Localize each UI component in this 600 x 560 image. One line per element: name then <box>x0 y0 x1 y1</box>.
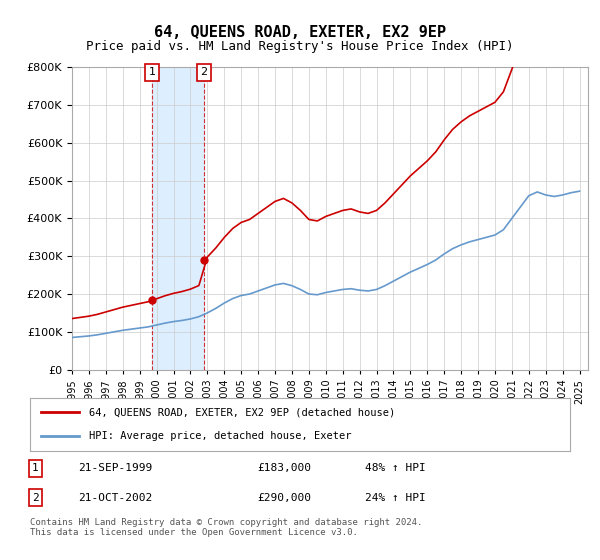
Text: 48% ↑ HPI: 48% ↑ HPI <box>365 463 425 473</box>
Text: 21-SEP-1999: 21-SEP-1999 <box>79 463 153 473</box>
Bar <box>152 67 204 370</box>
Text: 64, QUEENS ROAD, EXETER, EX2 9EP: 64, QUEENS ROAD, EXETER, EX2 9EP <box>154 25 446 40</box>
Text: £183,000: £183,000 <box>257 463 311 473</box>
Text: £290,000: £290,000 <box>257 493 311 503</box>
Text: Price paid vs. HM Land Registry's House Price Index (HPI): Price paid vs. HM Land Registry's House … <box>86 40 514 53</box>
Text: 1: 1 <box>32 463 39 473</box>
Text: Contains HM Land Registry data © Crown copyright and database right 2024.
This d: Contains HM Land Registry data © Crown c… <box>30 518 422 538</box>
Text: 2: 2 <box>32 493 39 503</box>
Text: 21-OCT-2002: 21-OCT-2002 <box>79 493 153 503</box>
Text: 2: 2 <box>200 67 208 77</box>
Text: 1: 1 <box>148 67 155 77</box>
Text: 24% ↑ HPI: 24% ↑ HPI <box>365 493 425 503</box>
Text: HPI: Average price, detached house, Exeter: HPI: Average price, detached house, Exet… <box>89 431 352 441</box>
Text: 64, QUEENS ROAD, EXETER, EX2 9EP (detached house): 64, QUEENS ROAD, EXETER, EX2 9EP (detach… <box>89 408 395 418</box>
